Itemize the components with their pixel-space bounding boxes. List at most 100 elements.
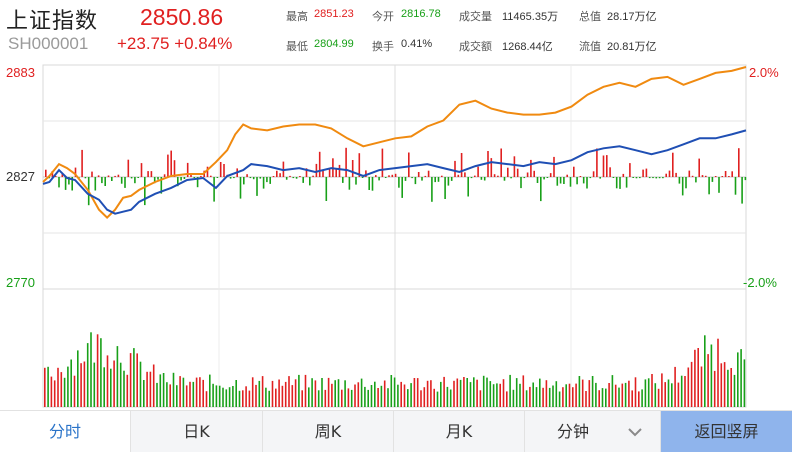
stat-value-high: 2851.23 bbox=[314, 8, 354, 20]
volume-bar bbox=[176, 385, 178, 407]
tab-week-k[interactable]: 周K bbox=[263, 411, 394, 452]
flow-bar bbox=[526, 172, 529, 177]
flow-bar bbox=[196, 177, 199, 188]
chart-canvas[interactable] bbox=[0, 62, 792, 408]
flow-bar bbox=[365, 170, 367, 177]
volume-bar bbox=[453, 380, 455, 407]
volume-bar bbox=[225, 389, 228, 407]
volume-bar bbox=[63, 377, 66, 407]
flow-bar bbox=[153, 177, 156, 184]
flow-bar bbox=[216, 177, 219, 178]
flow-bar bbox=[450, 177, 453, 181]
flow-bar bbox=[404, 177, 407, 181]
flow-bar bbox=[91, 171, 93, 177]
flow-bar bbox=[411, 177, 413, 179]
flow-bar bbox=[530, 159, 532, 177]
volume-bar bbox=[443, 376, 445, 407]
flow-bar bbox=[711, 177, 714, 182]
volume-bar bbox=[195, 377, 198, 407]
volume-bar bbox=[644, 379, 647, 407]
volume-bar bbox=[575, 383, 577, 407]
stat-value-float-value: 20.81万亿 bbox=[607, 41, 657, 53]
tab-day-k[interactable]: 日K bbox=[131, 411, 263, 452]
price-change: +23.75 +0.84% bbox=[117, 34, 233, 53]
volume-bar bbox=[192, 381, 195, 407]
stat-value-low: 2804.99 bbox=[314, 38, 354, 50]
flow-bar bbox=[252, 177, 255, 180]
volume-bar bbox=[156, 382, 158, 407]
volume-bar bbox=[304, 374, 307, 407]
volume-bar bbox=[228, 387, 231, 407]
flow-bar bbox=[619, 177, 621, 189]
return-portrait-button[interactable]: 返回竖屏 bbox=[661, 411, 792, 452]
tab-month-k[interactable]: 月K bbox=[394, 411, 525, 452]
flow-bar bbox=[487, 151, 489, 177]
volume-bar bbox=[496, 383, 498, 407]
flow-bar bbox=[111, 177, 113, 181]
volume-bar bbox=[126, 374, 129, 407]
flow-bar bbox=[302, 177, 304, 183]
flow-bar bbox=[388, 175, 390, 177]
intraday-chart[interactable]: 2883 2827 2770 2.0% -2.0% bbox=[0, 62, 792, 408]
volume-bar bbox=[179, 376, 181, 407]
stat-label-total-value: 总值 bbox=[579, 10, 601, 23]
flow-bar bbox=[658, 177, 661, 179]
volume-bar bbox=[581, 379, 584, 407]
flow-bar bbox=[358, 153, 361, 177]
tab-minute[interactable]: 分钟 bbox=[525, 411, 661, 452]
flow-bar bbox=[672, 152, 674, 177]
volume-bar bbox=[377, 388, 379, 407]
flow-bar bbox=[417, 172, 420, 177]
flow-bar bbox=[375, 175, 377, 177]
average-price-line bbox=[42, 66, 747, 220]
flow-bar bbox=[348, 177, 351, 190]
volume-bar bbox=[331, 383, 333, 407]
flow-bar bbox=[114, 175, 116, 177]
flow-bar bbox=[256, 177, 258, 196]
y-axis-top-label: 2883 bbox=[6, 65, 35, 80]
volume-bar bbox=[525, 390, 528, 407]
volume-bar bbox=[565, 384, 567, 407]
volume-bar bbox=[595, 382, 597, 407]
volume-bar bbox=[436, 391, 439, 407]
volume-bar bbox=[506, 391, 508, 407]
flow-bar bbox=[708, 177, 710, 195]
volume-bar bbox=[723, 362, 726, 407]
flow-bar bbox=[507, 167, 509, 177]
flow-bar bbox=[701, 175, 704, 177]
flow-bar bbox=[249, 177, 252, 179]
volume-bar bbox=[631, 390, 633, 407]
flow-bar bbox=[523, 177, 526, 179]
flow-bar bbox=[150, 171, 153, 177]
volume-bar bbox=[357, 382, 360, 407]
volume-bar bbox=[80, 363, 82, 407]
flow-bar bbox=[246, 174, 248, 177]
volume-bar bbox=[720, 363, 723, 407]
stat-value-turnover: 0.41% bbox=[401, 38, 433, 50]
flow-bar bbox=[239, 177, 242, 199]
volume-bar bbox=[492, 384, 495, 407]
volume-bar bbox=[562, 387, 564, 407]
volume-bar bbox=[123, 370, 125, 407]
flow-bar bbox=[84, 177, 87, 179]
flow-bar bbox=[144, 177, 146, 206]
volume-bar bbox=[690, 361, 693, 407]
volume-bar bbox=[83, 361, 86, 407]
volume-bar bbox=[86, 343, 89, 407]
flow-bar bbox=[457, 174, 460, 177]
flow-bar bbox=[576, 177, 578, 185]
flow-bar bbox=[516, 168, 519, 177]
flow-bar bbox=[279, 173, 281, 177]
flow-bar bbox=[371, 177, 374, 191]
volume-bar bbox=[255, 384, 257, 407]
tab-intraday[interactable]: 分时 bbox=[0, 411, 131, 452]
flow-bar bbox=[104, 177, 106, 186]
volume-bar bbox=[347, 388, 350, 407]
volume-bar bbox=[585, 391, 587, 407]
volume-bar bbox=[93, 362, 96, 407]
volume-bar bbox=[232, 386, 234, 407]
volume-bar bbox=[337, 379, 340, 407]
volume-bar bbox=[324, 389, 327, 407]
volume-bar bbox=[687, 367, 690, 407]
flow-bar bbox=[338, 164, 341, 177]
